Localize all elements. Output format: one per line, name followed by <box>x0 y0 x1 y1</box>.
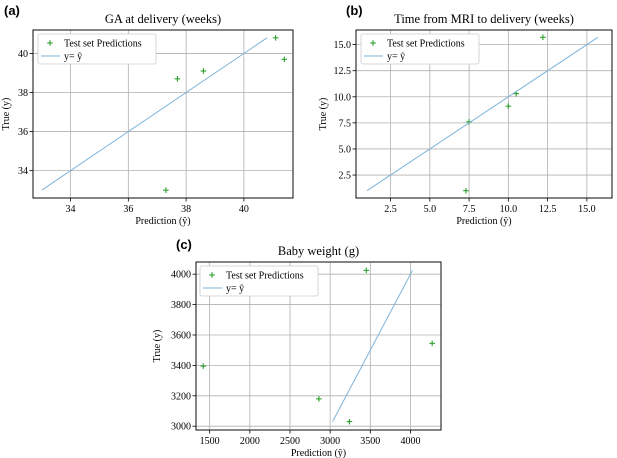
plot-frame <box>355 29 613 199</box>
legend-label-identity: y= ŷ <box>387 52 405 63</box>
y-axis-label: True (y) <box>152 330 163 363</box>
y-tick-label: 40 <box>18 49 28 60</box>
data-point <box>363 267 370 274</box>
y-tick-label: 3400 <box>171 361 191 372</box>
data-point <box>174 76 181 82</box>
data-point <box>540 34 546 41</box>
x-tick-label: 36 <box>123 204 133 215</box>
legend-box <box>199 265 319 297</box>
data-point <box>346 418 353 425</box>
y-tick-label: 3600 <box>171 330 191 341</box>
y-axis-label: True (y) <box>318 98 329 131</box>
legend-label-predictions: Test set Predictions <box>64 39 142 50</box>
panel-label: (b) <box>346 3 363 18</box>
panel-label: (a) <box>4 3 20 18</box>
y-tick-label: 3800 <box>171 300 191 311</box>
x-axis-label: Prediction (ŷ) <box>456 216 511 227</box>
y-tick-label: 7.5 <box>339 118 352 129</box>
legend-label-predictions: Test set Predictions <box>226 271 304 282</box>
data-point <box>316 396 322 402</box>
data-point <box>200 68 207 74</box>
plot-frame <box>32 29 294 199</box>
x-tick-label: 34 <box>66 204 76 215</box>
legend-label-identity: y= ŷ <box>64 52 82 63</box>
panel-label: (c) <box>176 237 192 252</box>
x-tick-label: 2500 <box>280 436 300 447</box>
chart-panel-2: 2.5 5.0 7.5 10.0 12.5 15.0 2.5 5.0 7.5 10.0 12.5 15… <box>318 3 613 227</box>
x-tick-label: 38 <box>181 204 191 215</box>
y-tick-label: 5.0 <box>339 144 352 155</box>
x-tick-label: 1500 <box>200 436 220 447</box>
legend: Test set Predictions y= ŷ <box>360 33 480 65</box>
y-tick-label: 15.0 <box>334 40 352 51</box>
legend-label-predictions: Test set Predictions <box>387 39 465 50</box>
x-tick-label: 2000 <box>240 436 260 447</box>
chart-title: Time from MRI to delivery (weeks) <box>394 12 574 26</box>
data-point <box>163 187 169 193</box>
x-tick-label: 3000 <box>320 436 340 447</box>
chart-panel-1: 34 36 38 40 34 36 38 40 GA at delivery (weeks) Pr… <box>1 3 294 227</box>
identity-line <box>41 37 268 191</box>
y-tick-label: 3000 <box>171 422 191 433</box>
data-point <box>272 35 279 41</box>
chart-panel-3: 1500 2000 2500 3000 3500 4000 3000 3200 3400 3600… <box>152 237 442 458</box>
x-axis-label: Prediction (ŷ) <box>135 216 190 227</box>
legend: Test set Predictions y= ŷ <box>37 33 157 65</box>
data-point <box>429 340 435 347</box>
y-tick-label: 36 <box>18 127 28 138</box>
x-axis-label: Prediction (ŷ) <box>291 448 346 458</box>
legend-label-identity: y= ŷ <box>226 284 244 295</box>
y-tick-label: 12.5 <box>334 66 352 77</box>
x-tick-label: 5.0 <box>424 204 437 215</box>
chart-title: GA at delivery (weeks) <box>105 12 221 26</box>
data-point <box>281 56 288 63</box>
identity-line <box>366 36 599 192</box>
x-tick-label: 3500 <box>360 436 380 447</box>
data-point <box>463 187 469 194</box>
identity-line <box>332 270 413 422</box>
chart-title: Baby weight (g) <box>278 244 359 258</box>
x-tick-label: 40 <box>239 204 249 215</box>
legend: Test set Predictions y= ŷ <box>199 265 319 297</box>
y-tick-label: 38 <box>18 88 28 99</box>
y-axis-label: True (y) <box>1 98 12 131</box>
y-tick-label: 34 <box>18 166 28 177</box>
legend-box <box>37 33 157 65</box>
y-tick-label: 2.5 <box>339 171 352 182</box>
x-tick-label: 12.5 <box>539 204 557 215</box>
data-point <box>505 103 512 109</box>
y-tick-label: 4000 <box>171 270 191 281</box>
y-tick-label: 10.0 <box>334 92 352 103</box>
y-tick-label: 3200 <box>171 391 191 402</box>
x-tick-label: 7.5 <box>463 204 476 215</box>
x-tick-label: 4000 <box>400 436 420 447</box>
x-tick-label: 15.0 <box>578 204 596 215</box>
x-tick-label: 2.5 <box>384 204 397 215</box>
legend-box <box>360 33 480 65</box>
data-point <box>200 363 207 369</box>
x-tick-label: 10.0 <box>500 204 518 215</box>
plot-frame <box>195 261 442 431</box>
